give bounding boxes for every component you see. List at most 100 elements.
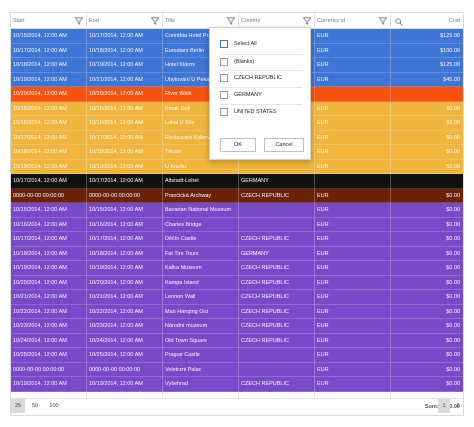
table-row[interactable]: 10/17/2014, 12:00 AM 10/17/2014, 12:00 AM… bbox=[11, 174, 463, 189]
filter-option-united-states[interactable]: UNITED STATES bbox=[220, 106, 302, 118]
filter-icon[interactable] bbox=[75, 17, 83, 25]
column-header-country[interactable]: Country bbox=[239, 13, 315, 29]
page-size-100[interactable]: 100 bbox=[49, 403, 59, 409]
empty-row bbox=[11, 391, 463, 399]
cell-cost: $0.00 bbox=[446, 207, 460, 213]
cell-cost: $125.00 bbox=[440, 33, 460, 39]
cell-currency-id: EUR bbox=[315, 290, 391, 305]
column-header-end[interactable]: End bbox=[87, 13, 163, 29]
checkbox-icon[interactable] bbox=[220, 74, 228, 82]
filter-icon[interactable] bbox=[151, 17, 159, 25]
filter-icon[interactable] bbox=[303, 17, 311, 25]
checkbox-icon[interactable] bbox=[220, 91, 228, 99]
cell-currency-id: EUR bbox=[315, 188, 391, 203]
cell-country bbox=[239, 217, 315, 232]
cell-start: 10/16/2014, 12:00 AM bbox=[11, 217, 87, 232]
table-row[interactable]: 10/21/2014, 12:00 AM 10/21/2014, 12:00 AM… bbox=[11, 290, 463, 305]
table-row[interactable]: 10/19/2014, 12:00 AM 10/19/2014, 12:00 AM… bbox=[11, 261, 463, 276]
cell-currency-id: EUR bbox=[315, 130, 391, 145]
page-size-25[interactable]: 25 bbox=[11, 399, 25, 413]
cell-start: 10/18/2014, 12:00 AM bbox=[11, 246, 87, 261]
column-header-start[interactable]: Start bbox=[11, 13, 87, 29]
table-row[interactable]: 10/20/2014, 12:00 AM 10/20/2014, 12:00 AM… bbox=[11, 275, 463, 290]
search-icon[interactable] bbox=[395, 17, 403, 26]
table-row[interactable]: 0000-00-00 00:00:00 0000-00-00 00:00:00 Pr… bbox=[11, 188, 463, 203]
cell-end: 10/24/2014, 12:00 AM bbox=[87, 333, 163, 348]
cell-cost: $0.00 bbox=[446, 105, 460, 112]
cell-currency-id: EUR bbox=[315, 304, 391, 319]
cell-start: 10/19/2014, 12:00 AM bbox=[11, 261, 87, 276]
cell-country: CZECH REPUBLIC bbox=[239, 188, 315, 203]
cell-country: CZECH REPUBLIC bbox=[239, 377, 315, 392]
cell-currency-id bbox=[315, 174, 391, 189]
cell-start: 10/25/2014, 12:00 AM bbox=[11, 348, 87, 363]
cell-currency-id: EUR bbox=[315, 217, 391, 232]
cell-end: 10/16/2014, 12:00 AM bbox=[87, 217, 163, 232]
filter-icon[interactable] bbox=[379, 17, 387, 25]
cell-country bbox=[239, 72, 315, 87]
filter-option-czech-republic[interactable]: CZECH REPUBLIC bbox=[220, 72, 302, 84]
table-row[interactable]: 0000-00-00 00:00:00 0000-00-00 00:00:00 Ve… bbox=[11, 362, 463, 377]
cell-title: Fat Tire Tours bbox=[163, 246, 239, 261]
filter-option-blanks[interactable]: (Blanks) bbox=[220, 56, 302, 68]
page-2-button[interactable]: 2 bbox=[456, 403, 460, 409]
column-header-label: Start bbox=[13, 18, 25, 24]
cell-currency-id: EUR bbox=[315, 246, 391, 261]
page-size-50[interactable]: 50 bbox=[31, 403, 39, 409]
column-header-currency-id[interactable]: Currency id bbox=[315, 13, 391, 29]
cell-title: Charles Bridge bbox=[163, 217, 239, 232]
cell-start: 10/23/2014, 12:00 AM bbox=[11, 319, 87, 334]
cell-currency-id: EUR bbox=[315, 275, 391, 290]
filter-option-germany[interactable]: GERMANY bbox=[220, 89, 302, 101]
cell-cost: $0.00 bbox=[446, 134, 460, 141]
cell-currency-id: EUR bbox=[315, 319, 391, 334]
checkbox-icon[interactable] bbox=[220, 58, 228, 66]
cell-end: 10/17/2014, 12:00 AM bbox=[87, 232, 163, 247]
cell-currency-id: EUR bbox=[315, 116, 391, 131]
cell-end: 0000-00-00 00:00:00 bbox=[87, 188, 163, 203]
cell-start: 10/21/2014, 12:00 AM bbox=[11, 290, 87, 305]
cell-title: Lennon Wall bbox=[163, 290, 239, 305]
cancel-button[interactable]: Cancel bbox=[264, 138, 304, 152]
cell-start: 10/16/2014, 12:00 AM bbox=[11, 116, 87, 131]
checkbox-icon[interactable] bbox=[220, 40, 228, 48]
checkbox-icon[interactable] bbox=[220, 108, 228, 116]
cell-country: CZECH REPUBLIC bbox=[239, 232, 315, 247]
table-row[interactable]: 10/18/2014, 12:00 AM 10/18/2014, 12:00 AM… bbox=[11, 246, 463, 261]
table-row[interactable]: 10/22/2014, 12:00 AM 10/22/2014, 12:00 AM… bbox=[11, 304, 463, 319]
cell-end: 10/20/2014, 12:00 AM bbox=[87, 87, 163, 102]
cell-start: 10/17/2014, 12:00 AM bbox=[11, 43, 87, 58]
cell-cost: $0.00 bbox=[446, 294, 460, 300]
cell-country bbox=[239, 29, 315, 44]
table-row[interactable]: 10/23/2014, 12:00 AM 10/23/2014, 12:00 AM… bbox=[11, 319, 463, 334]
cell-cost: $0.00 bbox=[446, 308, 460, 315]
table-row[interactable]: 10/19/2014, 12:00 AM 10/19/2014, 12:00 AM… bbox=[11, 377, 463, 392]
cell-title: Vyšehrad bbox=[163, 377, 239, 392]
cell-title: Veletrzni Palac bbox=[163, 362, 239, 377]
cell-country bbox=[239, 101, 315, 116]
column-header-title[interactable]: Title bbox=[163, 13, 239, 29]
cell-end: 10/18/2014, 12:00 AM bbox=[87, 246, 163, 261]
cell-end: 10/19/2014, 12:00 AM bbox=[87, 377, 163, 392]
cell-country bbox=[239, 130, 315, 145]
cell-country bbox=[239, 43, 315, 58]
cell-country: CZECH REPUBLIC bbox=[239, 290, 315, 305]
cell-title: Kampa Island bbox=[163, 275, 239, 290]
table-row[interactable]: 10/24/2014, 12:00 AM 10/24/2014, 12:00 AM… bbox=[11, 333, 463, 348]
ok-button[interactable]: OK bbox=[220, 138, 256, 152]
cell-end: 10/21/2014, 12:00 AM bbox=[87, 72, 163, 87]
cell-cost: $0.00 bbox=[446, 381, 460, 387]
column-header-label: Cost bbox=[448, 18, 460, 24]
cell-country bbox=[239, 145, 315, 160]
table-row[interactable]: 10/17/2014, 12:00 AM 10/17/2014, 12:00 AM… bbox=[11, 232, 463, 247]
filter-option-select-all[interactable]: Select All bbox=[220, 38, 302, 50]
table-row[interactable]: 10/25/2014, 12:00 AM 10/25/2014, 12:00 AM… bbox=[11, 348, 463, 363]
table-row[interactable]: 10/19/2014, 12:00 AM 10/19/2014, 12:00 AM… bbox=[11, 159, 463, 174]
cell-country: CZECH REPUBLIC bbox=[239, 304, 315, 319]
column-header-cost[interactable]: Cost bbox=[391, 13, 463, 29]
table-row[interactable]: 10/16/2014, 12:00 AM 10/16/2014, 12:00 AM… bbox=[11, 217, 463, 232]
table-row[interactable]: 10/15/2014, 12:00 AM 10/15/2014, 12:00 AM… bbox=[11, 203, 463, 218]
page-1-button[interactable]: 1 bbox=[438, 399, 450, 413]
cell-country: CZECH REPUBLIC bbox=[239, 275, 315, 290]
filter-icon[interactable] bbox=[227, 17, 235, 25]
